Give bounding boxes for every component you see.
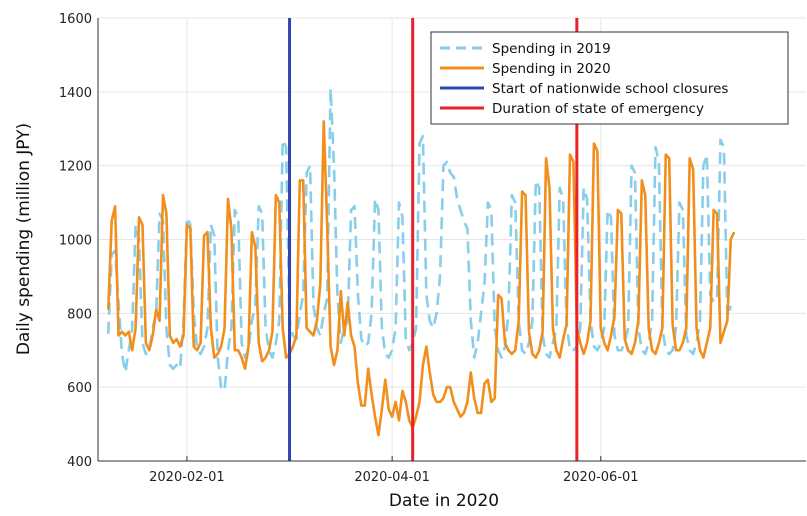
legend-label-state-of-emergency: Duration of state of emergency (492, 101, 704, 117)
x-axis-label: Date in 2020 (389, 491, 499, 511)
x-tick-label: 2020-06-01 (563, 470, 639, 485)
y-tick-label: 1000 (59, 234, 92, 249)
y-tick-label: 1200 (59, 160, 92, 175)
legend: Spending in 2019 Spending in 2020 Start … (430, 31, 789, 125)
axes-frame (97, 18, 806, 462)
y-tick-label: 600 (67, 381, 92, 396)
y-axis-label: Daily spending (million JPY) (14, 123, 34, 355)
y-tick-label: 1600 (59, 12, 92, 27)
series-line-0 (106, 86, 732, 393)
y-tick-label: 1400 (59, 86, 92, 101)
series-line-1 (106, 120, 736, 437)
y-tick-label: 800 (67, 307, 92, 322)
tick-labels: 400 600 800 1000 1200 1400 1600 2020-02-01 2020-… (59, 12, 639, 485)
x-tick-label: 2020-04-01 (354, 470, 430, 485)
legend-label-2019: Spending in 2019 (492, 41, 611, 57)
y-tick-label: 400 (67, 455, 92, 470)
x-tick-label: 2020-02-01 (149, 470, 225, 485)
legend-label-school-closures: Start of nationwide school closures (492, 81, 728, 97)
legend-label-2020: Spending in 2020 (492, 61, 611, 77)
plot-lines (106, 86, 736, 437)
legend-box (430, 31, 789, 125)
